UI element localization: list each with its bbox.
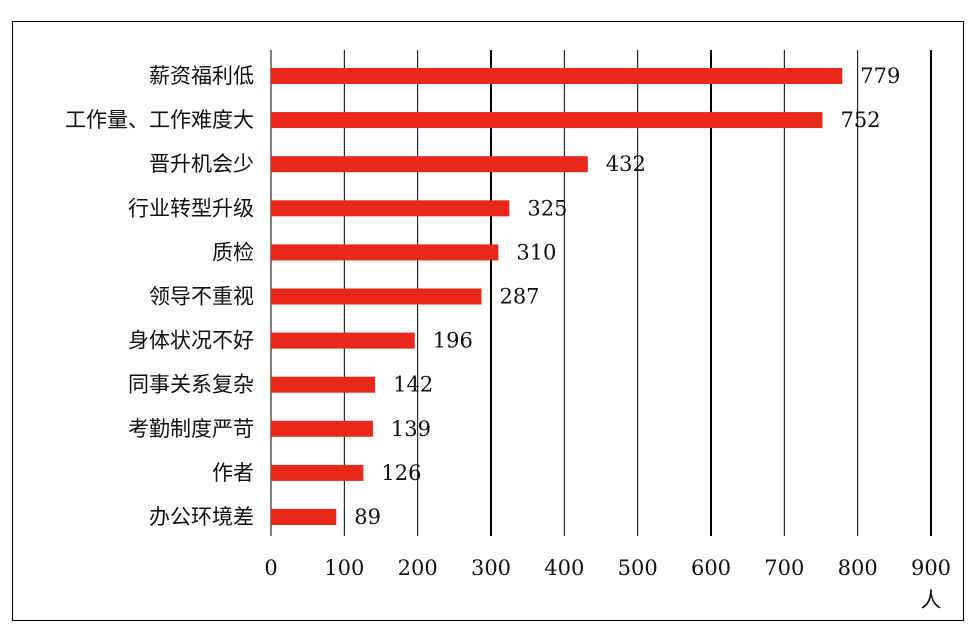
category-labels: 薪资福利低工作量、工作难度大晋升机会少行业转型升级质检领导不重视身体状况不好同事… [65, 64, 254, 529]
bar [271, 332, 415, 349]
x-tick-label: 700 [764, 556, 804, 580]
value-label: 126 [381, 461, 421, 485]
category-label: 质检 [212, 240, 254, 264]
chart-frame: 薪资福利低工作量、工作难度大晋升机会少行业转型升级质检领导不重视身体状况不好 同事… [12, 21, 964, 621]
x-tick-labels: 0 100 200 300 400 500 600 700 800 900 [264, 556, 951, 580]
bar [271, 156, 588, 173]
bar-chart: 薪资福利低工作量、工作难度大晋升机会少行业转型升级质检领导不重视身体状况不好同事… [65, 50, 951, 612]
bar [271, 288, 482, 305]
value-label: 142 [393, 373, 433, 397]
bar [271, 420, 373, 437]
bar [271, 464, 364, 481]
value-label: 779 [860, 64, 900, 88]
category-label: 考勤制度严苛 [128, 417, 254, 441]
bar [271, 376, 376, 393]
x-tick-label: 800 [838, 556, 878, 580]
bar [271, 509, 337, 525]
x-tick-label: 400 [544, 556, 584, 580]
category-label: 工作量、工作难度大 [65, 108, 254, 132]
category-label: 领导不重视 [149, 285, 254, 309]
value-label: 310 [516, 240, 556, 264]
value-label: 752 [840, 108, 880, 132]
bars [271, 68, 843, 525]
bar [271, 200, 510, 217]
x-tick-label: 300 [471, 556, 511, 580]
x-tick-label: 600 [691, 556, 731, 580]
category-label: 办公环境差 [149, 505, 254, 529]
value-label: 139 [391, 417, 431, 441]
category-label: 同事关系复杂 [128, 373, 254, 397]
x-tick-label: 900 [911, 556, 951, 580]
category-label: 晋升机会少 [149, 152, 254, 176]
x-tick-label: 0 [264, 556, 277, 580]
x-unit-label: 人 [921, 588, 942, 612]
x-tick-label: 500 [618, 556, 658, 580]
category-label: 行业转型升级 [128, 196, 254, 220]
value-label: 325 [527, 196, 567, 220]
category-label: 身体状况不好 [128, 329, 254, 353]
value-label: 287 [499, 285, 539, 309]
value-label: 196 [433, 329, 473, 353]
category-label: 薪资福利低 [149, 64, 254, 88]
x-tick-label: 200 [398, 556, 438, 580]
category-label: 作者 [212, 461, 254, 485]
value-label: 89 [354, 505, 381, 529]
bar [271, 68, 843, 84]
bar [271, 112, 823, 129]
value-label: 432 [606, 152, 646, 176]
gridlines [270, 50, 932, 536]
x-tick-label: 100 [324, 556, 364, 580]
bar [271, 244, 499, 261]
